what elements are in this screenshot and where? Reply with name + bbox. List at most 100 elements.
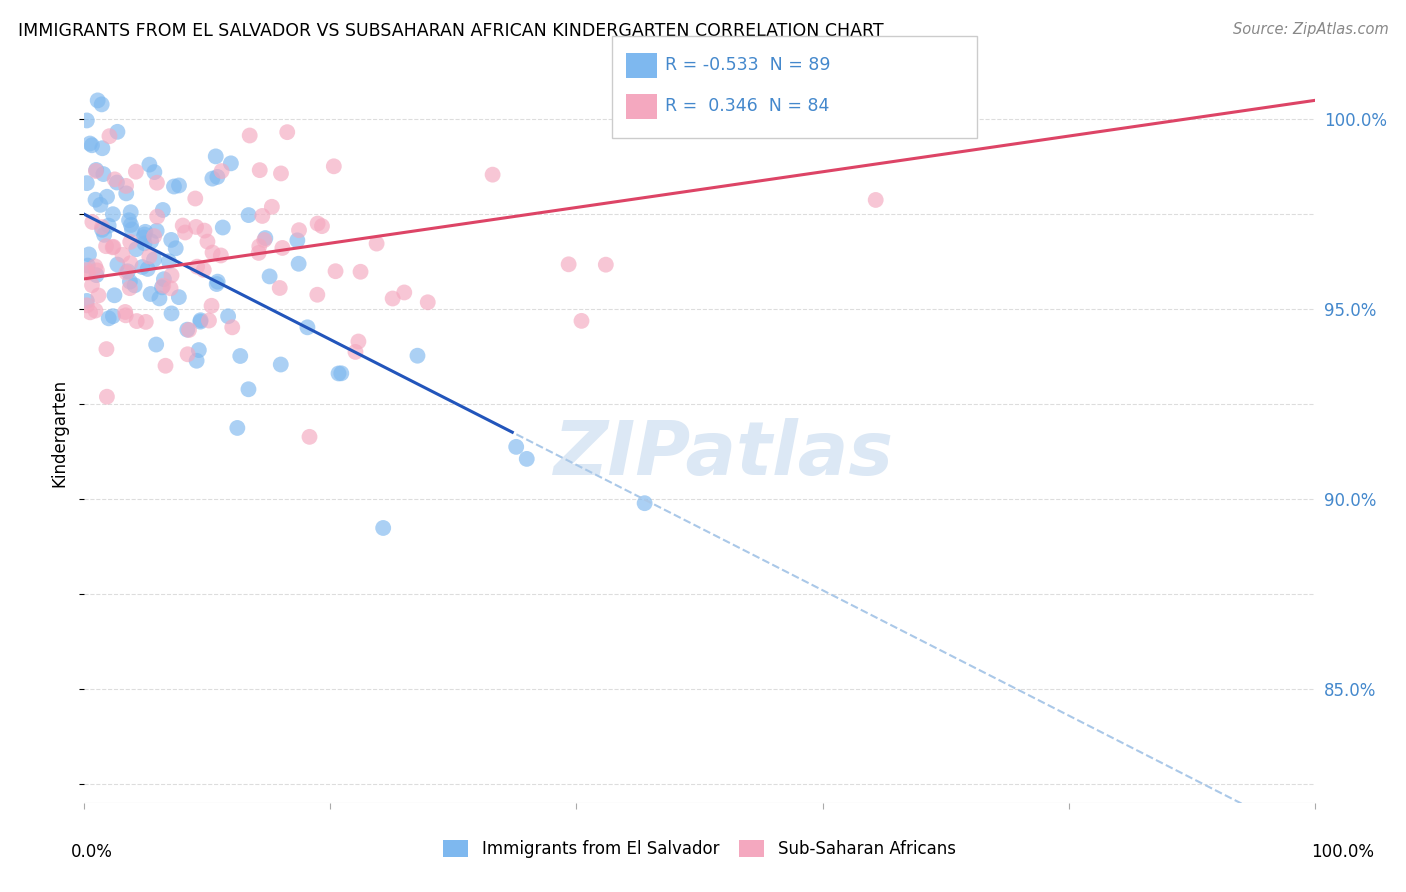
Point: [254, 231, 277, 245]
Point: [84, 260, 107, 274]
Point: [87, 288, 110, 302]
Point: [121, 222, 143, 236]
Point: [115, 266, 138, 280]
Point: [150, 280, 173, 294]
Point: [307, 287, 329, 301]
Point: [330, 367, 353, 381]
Point: [120, 235, 142, 249]
Point: [115, 186, 138, 201]
Point: [93, 227, 115, 242]
Point: [481, 168, 503, 182]
Point: [322, 159, 344, 173]
Point: [134, 225, 156, 239]
Point: [90, 97, 112, 112]
Point: [247, 246, 270, 260]
Point: [80, 138, 103, 153]
Point: [84, 163, 107, 178]
Point: [84, 164, 107, 178]
Point: [135, 315, 157, 329]
Point: [197, 235, 219, 249]
Point: [76, 259, 98, 273]
Point: [198, 313, 221, 327]
Point: [118, 213, 141, 227]
Point: [157, 254, 180, 268]
Point: [143, 165, 166, 179]
Point: [557, 257, 579, 271]
Point: [186, 353, 208, 368]
Point: [86, 268, 108, 282]
Point: [125, 164, 148, 178]
Point: [160, 268, 183, 283]
Point: [160, 306, 183, 320]
Point: [76, 298, 98, 312]
Point: [138, 250, 160, 264]
Point: [118, 281, 141, 295]
Point: [103, 240, 125, 254]
Point: [91, 223, 114, 237]
Point: [79, 136, 101, 151]
Point: [152, 202, 174, 217]
Point: [270, 166, 292, 180]
Point: [633, 496, 655, 510]
Point: [97, 219, 120, 233]
Point: [249, 163, 271, 178]
Point: [153, 272, 176, 286]
Point: [271, 241, 294, 255]
Point: [124, 278, 146, 293]
Point: [120, 218, 142, 232]
Point: [259, 269, 281, 284]
Point: [406, 349, 429, 363]
Point: [366, 236, 388, 251]
Point: [184, 219, 207, 234]
Point: [288, 223, 311, 237]
Point: [163, 179, 186, 194]
Point: [298, 430, 321, 444]
Point: [84, 193, 107, 207]
Point: [595, 258, 617, 272]
Point: [311, 219, 333, 234]
Point: [325, 264, 347, 278]
Point: [238, 208, 260, 222]
Point: [117, 264, 139, 278]
Point: [226, 421, 249, 435]
Point: [297, 320, 319, 334]
Point: [114, 305, 136, 319]
Point: [120, 205, 142, 219]
Point: [381, 292, 404, 306]
Point: [91, 220, 114, 235]
Point: [134, 227, 156, 242]
Point: [115, 178, 138, 193]
Point: [136, 261, 159, 276]
Point: [125, 314, 148, 328]
Point: [184, 192, 207, 206]
Point: [285, 233, 308, 247]
Point: [516, 451, 538, 466]
Point: [76, 293, 98, 308]
Point: [159, 281, 181, 295]
Point: [107, 125, 129, 139]
Point: [82, 215, 104, 229]
Point: [101, 240, 124, 254]
Text: Source: ZipAtlas.com: Source: ZipAtlas.com: [1233, 22, 1389, 37]
Point: [186, 260, 208, 274]
Point: [229, 349, 252, 363]
Point: [96, 190, 118, 204]
Text: 100.0%: 100.0%: [1312, 843, 1374, 861]
Point: [209, 248, 232, 262]
Point: [211, 164, 233, 178]
Point: [101, 207, 124, 221]
Point: [80, 278, 103, 293]
Point: [373, 521, 395, 535]
Text: IMMIGRANTS FROM EL SALVADOR VS SUBSAHARAN AFRICAN KINDERGARTEN CORRELATION CHART: IMMIGRANTS FROM EL SALVADOR VS SUBSAHARA…: [18, 22, 884, 40]
Point: [139, 287, 162, 301]
Point: [193, 263, 215, 277]
Point: [148, 292, 170, 306]
Point: [193, 224, 215, 238]
Point: [96, 390, 118, 404]
Point: [167, 290, 190, 304]
Point: [207, 275, 229, 289]
Point: [247, 239, 270, 253]
Point: [79, 305, 101, 319]
Point: [269, 281, 291, 295]
Point: [104, 172, 127, 186]
